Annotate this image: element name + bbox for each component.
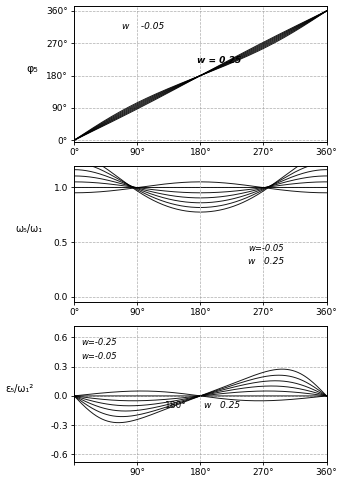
Y-axis label: φ₅: φ₅ (26, 64, 38, 74)
Text: 180°: 180° (165, 400, 187, 410)
Text: w=-0.05: w=-0.05 (248, 244, 284, 253)
Text: w   0.25: w 0.25 (248, 257, 284, 266)
Y-axis label: ω₅/ω₁: ω₅/ω₁ (15, 224, 42, 234)
Text: w=-0.05: w=-0.05 (81, 352, 117, 361)
Y-axis label: ε₅/ω₁²: ε₅/ω₁² (5, 384, 34, 394)
Text: w    -0.05: w -0.05 (122, 22, 164, 31)
Text: w   0.25: w 0.25 (204, 400, 240, 410)
Text: w=-0.25: w=-0.25 (81, 338, 117, 347)
Text: w = 0.25: w = 0.25 (197, 56, 241, 65)
